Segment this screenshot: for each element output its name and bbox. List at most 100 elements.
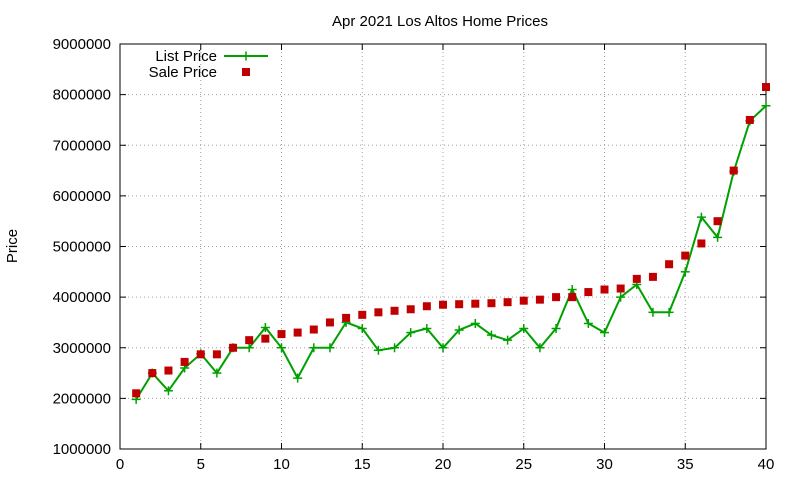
list-price-point bbox=[567, 285, 577, 295]
list-price-point bbox=[583, 318, 593, 328]
y-tick-label: 1000000 bbox=[53, 441, 111, 458]
x-tick-label: 25 bbox=[515, 456, 532, 473]
x-tick-label: 0 bbox=[116, 456, 124, 473]
x-tick-label: 30 bbox=[596, 456, 613, 473]
list-price-point bbox=[535, 343, 545, 353]
list-price-point bbox=[761, 101, 771, 111]
sale-price-point bbox=[455, 300, 464, 309]
list-price-point bbox=[438, 343, 448, 353]
list-price-point bbox=[357, 324, 367, 334]
sale-price-point bbox=[600, 285, 609, 294]
sale-price-point bbox=[471, 299, 480, 308]
sale-price-point bbox=[681, 251, 690, 260]
y-tick-label: 2000000 bbox=[53, 390, 111, 407]
sale-price-point bbox=[132, 389, 141, 398]
series-layer bbox=[131, 83, 771, 404]
list-price-point bbox=[503, 335, 513, 345]
list-price-point bbox=[293, 373, 303, 383]
sale-price-point bbox=[309, 325, 318, 334]
legend: List Price Sale Price bbox=[149, 48, 268, 81]
legend-symbol-list-price bbox=[224, 51, 268, 61]
list-price-point bbox=[373, 345, 383, 355]
sale-price-point bbox=[390, 306, 399, 315]
sale-price-point bbox=[584, 288, 593, 297]
sale-price-point bbox=[729, 166, 738, 175]
y-tick-label: 9000000 bbox=[53, 36, 111, 53]
sale-price-point bbox=[487, 299, 496, 308]
sale-price-point bbox=[358, 310, 367, 319]
sale-price-point bbox=[422, 302, 431, 311]
y-tick-label: 7000000 bbox=[53, 137, 111, 154]
list-price-point bbox=[454, 325, 464, 335]
legend-plus-marker bbox=[241, 51, 251, 61]
sale-price-point bbox=[325, 318, 334, 327]
list-price-point bbox=[551, 324, 561, 334]
sale-price-point bbox=[148, 369, 157, 378]
sale-price-point bbox=[439, 300, 447, 309]
sale-price-point bbox=[665, 260, 674, 269]
grid-lines bbox=[120, 44, 766, 449]
sale-price-point bbox=[648, 272, 657, 281]
list-price-point bbox=[244, 343, 254, 353]
x-tick-label: 40 bbox=[758, 456, 775, 473]
list-price-point bbox=[664, 307, 674, 317]
sale-price-point bbox=[261, 334, 270, 343]
x-tick-label: 10 bbox=[273, 456, 290, 473]
list-price-point bbox=[260, 323, 270, 332]
sale-price-point bbox=[342, 313, 351, 322]
list-price-point bbox=[212, 368, 222, 378]
list-price-point bbox=[696, 212, 706, 222]
sale-price-point bbox=[632, 274, 641, 283]
sale-price-point bbox=[616, 284, 625, 293]
y-tick-label: 3000000 bbox=[53, 340, 111, 357]
sale-price-point bbox=[568, 293, 577, 302]
sale-price-point bbox=[196, 350, 205, 359]
list-price-line bbox=[135, 105, 767, 400]
list-price-point bbox=[648, 307, 658, 317]
sale-price-point bbox=[277, 330, 286, 339]
sale-price-point bbox=[535, 295, 544, 304]
sale-price-point bbox=[503, 298, 512, 307]
list-price-point bbox=[600, 328, 609, 338]
sale-price-point bbox=[293, 328, 302, 337]
list-price-point bbox=[325, 343, 335, 353]
sale-price-point bbox=[374, 308, 383, 317]
y-tick-label: 8000000 bbox=[53, 87, 111, 104]
x-tick-label: 15 bbox=[354, 456, 371, 473]
y-tick-label: 6000000 bbox=[53, 188, 111, 205]
legend-label-list-price: List Price bbox=[155, 48, 217, 65]
y-tick-label: 4000000 bbox=[53, 289, 111, 306]
y-tick-label: 5000000 bbox=[53, 239, 111, 256]
chart-title: Apr 2021 Los Altos Home Prices bbox=[332, 13, 548, 30]
sale-price-point bbox=[552, 293, 561, 302]
list-price-point bbox=[309, 343, 319, 353]
list-price-point bbox=[680, 267, 690, 277]
x-tick-label: 5 bbox=[197, 456, 205, 473]
y-axis-label: Price bbox=[4, 229, 21, 263]
list-price-point bbox=[163, 386, 173, 396]
legend-label-sale-price: Sale Price bbox=[149, 64, 217, 81]
x-tick-label: 35 bbox=[677, 456, 694, 473]
sale-price-point bbox=[713, 217, 722, 226]
list-price-point bbox=[616, 292, 626, 302]
sale-price-point bbox=[180, 357, 189, 366]
sale-price-point bbox=[519, 296, 528, 305]
list-price-point bbox=[390, 343, 400, 353]
list-price-point bbox=[470, 318, 480, 328]
sale-price-point bbox=[762, 83, 770, 92]
list-price-point bbox=[406, 328, 416, 338]
x-tick-label: 20 bbox=[435, 456, 452, 473]
sale-price-point bbox=[697, 239, 706, 248]
legend-square-marker bbox=[242, 68, 250, 76]
list-price-point bbox=[519, 324, 529, 334]
sale-price-point bbox=[245, 336, 254, 345]
list-price-point bbox=[277, 343, 286, 353]
sale-price-point bbox=[229, 343, 238, 352]
list-price-point bbox=[486, 330, 496, 340]
sale-price-point bbox=[164, 366, 173, 375]
list-price-point bbox=[713, 232, 723, 242]
legend-symbol-sale-price bbox=[242, 68, 250, 76]
sale-price-point bbox=[406, 305, 415, 314]
sale-price-point bbox=[745, 115, 754, 124]
